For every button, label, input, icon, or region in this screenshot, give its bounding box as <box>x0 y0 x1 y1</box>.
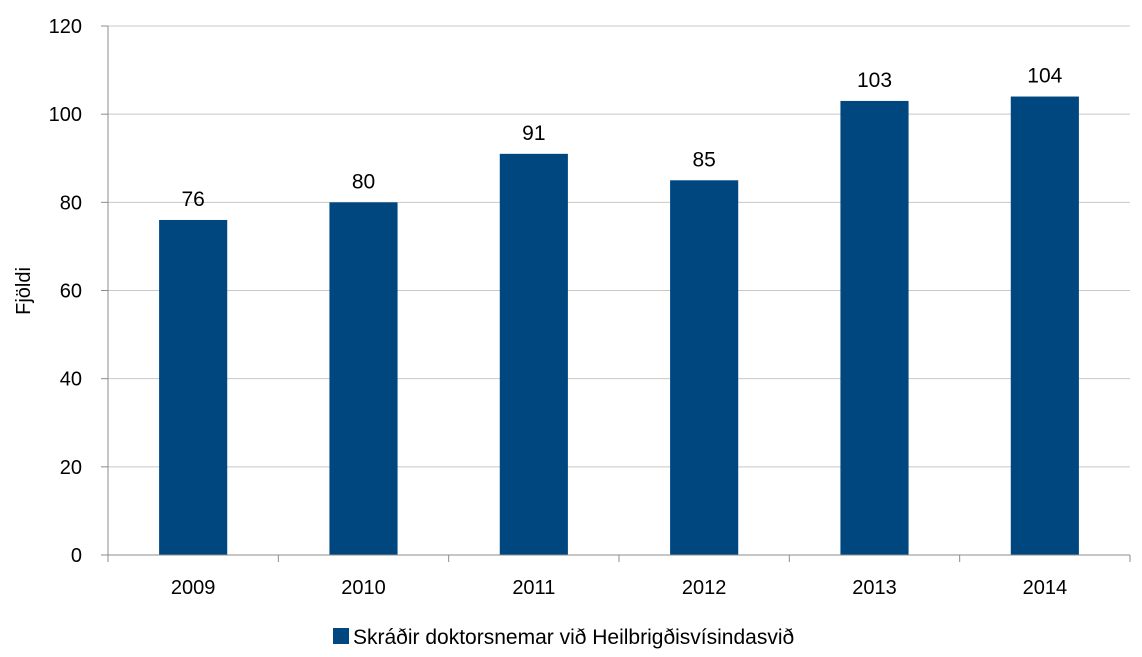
bar <box>329 202 398 556</box>
data-label: 80 <box>352 170 375 193</box>
x-tick-label: 2013 <box>852 577 897 599</box>
x-tick-label: 2010 <box>341 577 386 599</box>
gridlines <box>108 25 1130 468</box>
x-tick-label: 2012 <box>682 577 727 599</box>
y-tick-label: 120 <box>49 16 82 38</box>
y-axis-title: Fjöldi <box>13 267 35 315</box>
data-label: 85 <box>692 148 715 171</box>
data-label: 76 <box>181 188 204 211</box>
y-tick-label: 0 <box>71 545 82 567</box>
data-label: 104 <box>1027 65 1062 88</box>
y-tick-label: 60 <box>60 281 82 303</box>
bar <box>159 219 228 555</box>
bar <box>499 153 568 555</box>
bar <box>670 180 739 555</box>
legend: Skráðir doktorsnemar við Heilbrigðisvísi… <box>333 626 794 649</box>
data-labels: 76 80 91 85 103 104 <box>181 65 1062 211</box>
data-label: 91 <box>522 122 545 145</box>
bars <box>159 96 1079 556</box>
y-tick-labels: 0 20 40 60 80 100 120 <box>49 16 82 567</box>
legend-swatch <box>333 628 349 644</box>
x-tick-label: 2011 <box>512 577 555 599</box>
bar <box>1010 96 1079 556</box>
y-tick-label: 20 <box>60 457 82 479</box>
x-tick-labels: 2009 2010 2011 2012 2013 2014 <box>171 577 1067 599</box>
y-tick-label: 40 <box>60 369 82 391</box>
legend-label: Skráðir doktorsnemar við Heilbrigðisvísi… <box>353 626 794 649</box>
x-tick-label: 2014 <box>1023 577 1068 599</box>
axes <box>101 25 1131 562</box>
y-tick-label: 80 <box>60 192 82 214</box>
y-tick-label: 100 <box>49 104 82 126</box>
bar <box>840 100 909 556</box>
x-tick-label: 2009 <box>171 577 216 599</box>
data-label: 103 <box>857 69 892 92</box>
